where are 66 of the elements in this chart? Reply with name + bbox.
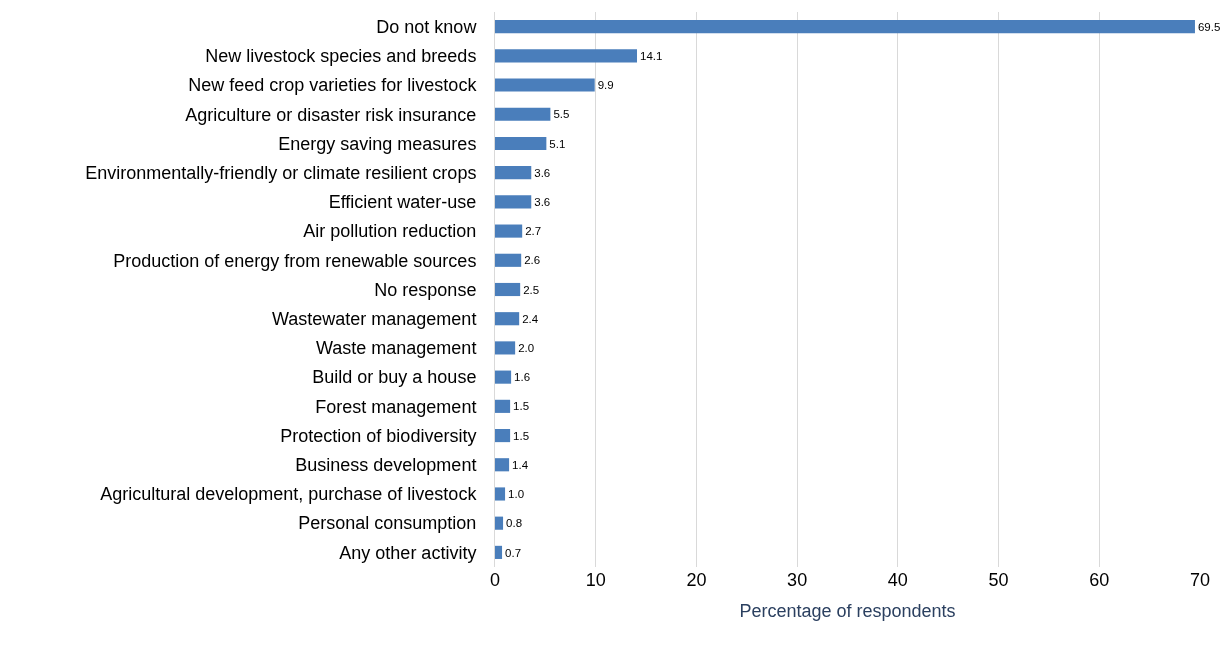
data-label: 2.0 xyxy=(518,342,535,355)
data-label: 69.5 xyxy=(1197,20,1221,33)
x-tick-label: 30 xyxy=(787,570,808,590)
y-tick-label: Environmentally-friendly or climate resilient crops xyxy=(85,162,477,183)
y-tick-label: Business development xyxy=(295,455,477,476)
data-label: 2.7 xyxy=(525,225,542,238)
data-label: 5.5 xyxy=(553,108,570,121)
x-tick-label: 10 xyxy=(585,570,606,590)
data-label: 1.6 xyxy=(514,371,531,384)
y-tick-label: New feed crop varieties for livestock xyxy=(188,75,478,96)
y-tick-label: Energy saving measures xyxy=(278,133,477,154)
bar xyxy=(495,253,522,267)
y-tick-label: Production of energy from renewable sources xyxy=(113,250,477,271)
y-tick-label: New livestock species and breeds xyxy=(205,46,477,67)
data-label: 0.8 xyxy=(506,517,523,530)
data-label: 1.5 xyxy=(513,429,530,442)
bar xyxy=(495,20,1195,34)
bar xyxy=(495,282,521,297)
bar xyxy=(495,224,523,238)
bar xyxy=(495,545,503,559)
x-tick-label: 60 xyxy=(1089,570,1110,590)
bar xyxy=(495,341,516,355)
data-label: 3.6 xyxy=(534,166,551,179)
data-label: 1.4 xyxy=(512,458,529,471)
bar xyxy=(495,428,511,443)
x-tick-label: 40 xyxy=(887,570,908,590)
y-tick-label: Any other activity xyxy=(339,542,477,563)
data-label: 2.5 xyxy=(523,283,540,296)
y-tick-label: Agricultural development, purchase of livestock xyxy=(100,484,478,505)
data-label: 0.7 xyxy=(505,546,522,559)
y-tick-label: Efficient water-use xyxy=(328,192,477,213)
bar xyxy=(495,370,512,384)
y-tick-label: No response xyxy=(374,279,477,300)
bar xyxy=(495,458,510,472)
y-tick-label: Build or buy a house xyxy=(312,367,477,388)
x-tick-label: 50 xyxy=(988,570,1009,590)
y-tick-label: Personal consumption xyxy=(298,513,477,534)
data-label: 1.5 xyxy=(513,400,530,413)
y-tick-label: Do not know xyxy=(376,16,478,37)
data-label: 9.9 xyxy=(597,79,614,92)
x-tick-label: 20 xyxy=(686,570,707,590)
bar xyxy=(495,312,520,326)
data-label: 1.0 xyxy=(508,488,525,501)
bar xyxy=(495,487,506,501)
data-label: 14.1 xyxy=(640,49,663,62)
bar xyxy=(495,136,547,151)
x-axis-title: Percentage of respondents xyxy=(739,601,956,622)
y-tick-label: Air pollution reduction xyxy=(303,221,477,242)
bar xyxy=(495,107,551,121)
y-tick-label: Waste management xyxy=(315,338,477,359)
bar xyxy=(495,399,511,413)
y-tick-label: Wastewater management xyxy=(271,309,477,330)
bar xyxy=(495,78,595,92)
x-tick-label: 70 xyxy=(1189,570,1211,590)
y-tick-label: Agriculture or disaster risk insurance xyxy=(185,104,477,125)
data-label: 5.1 xyxy=(549,137,566,150)
bar xyxy=(495,516,504,530)
y-tick-label: Forest management xyxy=(315,396,477,417)
bar xyxy=(495,49,638,63)
data-label: 2.4 xyxy=(522,312,539,325)
data-label: 3.6 xyxy=(534,195,551,208)
y-tick-label: Protection of biodiversity xyxy=(280,425,477,446)
bar xyxy=(495,166,532,180)
bar xyxy=(495,195,532,209)
x-tick-label: 0 xyxy=(489,570,501,590)
data-label: 2.6 xyxy=(524,254,541,267)
